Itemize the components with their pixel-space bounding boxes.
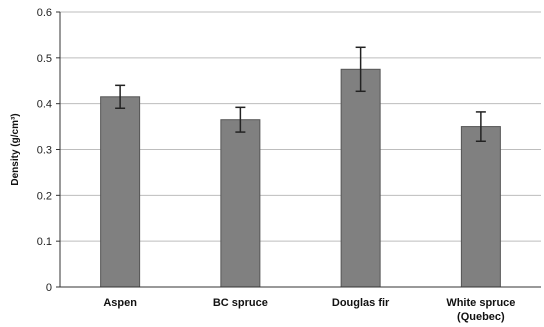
axes bbox=[56, 11, 541, 288]
y-tick-label: 0.2 bbox=[37, 190, 52, 202]
error-bars bbox=[115, 46, 486, 142]
bars bbox=[100, 68, 501, 288]
x-category-label: White spruce bbox=[446, 297, 515, 309]
y-tick-labels: 0 0.1 0.2 0.3 0.4 0.5 0.6 bbox=[37, 7, 52, 294]
y-tick-label: 0 bbox=[46, 282, 52, 294]
y-axis-title: Density (g/cm³) bbox=[10, 113, 21, 185]
x-category-label: Douglas fir bbox=[332, 297, 390, 309]
x-category-label: (Quebec) bbox=[457, 311, 505, 323]
y-tick-label: 0.5 bbox=[37, 53, 52, 65]
bar bbox=[460, 126, 501, 288]
x-category-label: Aspen bbox=[103, 297, 137, 309]
y-tick-label: 0.3 bbox=[37, 145, 52, 157]
y-tick-label: 0.4 bbox=[37, 99, 52, 111]
bar bbox=[100, 96, 141, 288]
bar bbox=[340, 68, 381, 288]
gridlines bbox=[60, 11, 541, 242]
x-category-labels: Aspen BC spruce Douglas fir White spruce (Qu… bbox=[103, 297, 515, 323]
bar bbox=[220, 119, 261, 288]
y-tick-label: 0.1 bbox=[37, 236, 52, 248]
y-tick-label: 0.6 bbox=[37, 7, 52, 19]
x-category-label: BC spruce bbox=[213, 297, 268, 309]
